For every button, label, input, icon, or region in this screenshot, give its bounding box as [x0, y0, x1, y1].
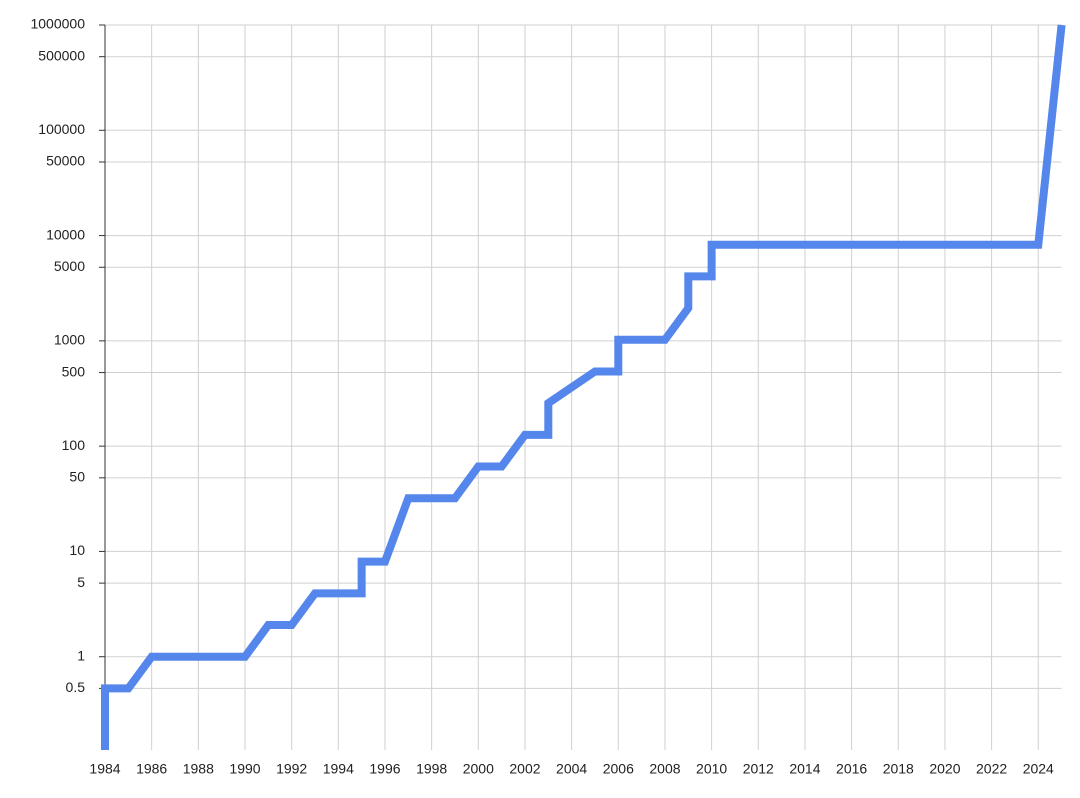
x-tick-label: 1996	[369, 761, 400, 777]
x-tick-label: 1990	[229, 761, 260, 777]
y-tick-label: 500000	[38, 47, 85, 63]
x-tick-label: 1992	[276, 761, 307, 777]
y-tick-label: 1000000	[30, 16, 85, 32]
y-tick-label: 500	[62, 363, 86, 379]
data-line	[101, 24, 1066, 750]
x-tick-label: 2004	[556, 761, 587, 777]
x-tick-label: 2016	[836, 761, 867, 777]
x-tick-label: 1986	[136, 761, 167, 777]
y-tick-label: 5	[77, 574, 85, 590]
x-tick-label: 1984	[89, 761, 120, 777]
x-tick-label: 2000	[463, 761, 494, 777]
x-tick-label: 1988	[183, 761, 214, 777]
x-tick-label: 1998	[416, 761, 447, 777]
y-tick-label: 1000	[54, 332, 85, 348]
y-tick-label: 0.5	[66, 679, 86, 695]
y-tick-label: 1	[77, 647, 85, 663]
y-tick-label: 50	[69, 469, 85, 485]
x-tick-label: 2020	[929, 761, 960, 777]
x-tick-label: 2024	[1023, 761, 1054, 777]
x-tick-label: 2014	[789, 761, 820, 777]
y-tick-label: 50000	[46, 153, 85, 169]
x-tick-label: 2008	[649, 761, 680, 777]
y-tick-label: 5000	[54, 258, 85, 274]
x-tick-label: 2006	[603, 761, 634, 777]
y-tick-label: 100	[62, 437, 86, 453]
x-tick-label: 2002	[509, 761, 540, 777]
y-tick-label: 100000	[38, 121, 85, 137]
x-tick-label: 2012	[743, 761, 774, 777]
x-tick-label: 2010	[696, 761, 727, 777]
x-tick-label: 2018	[883, 761, 914, 777]
x-tick-label: 1994	[323, 761, 354, 777]
y-tick-label: 10000	[46, 226, 85, 242]
y-tick-label: 10	[69, 542, 85, 558]
x-tick-label: 2022	[976, 761, 1007, 777]
